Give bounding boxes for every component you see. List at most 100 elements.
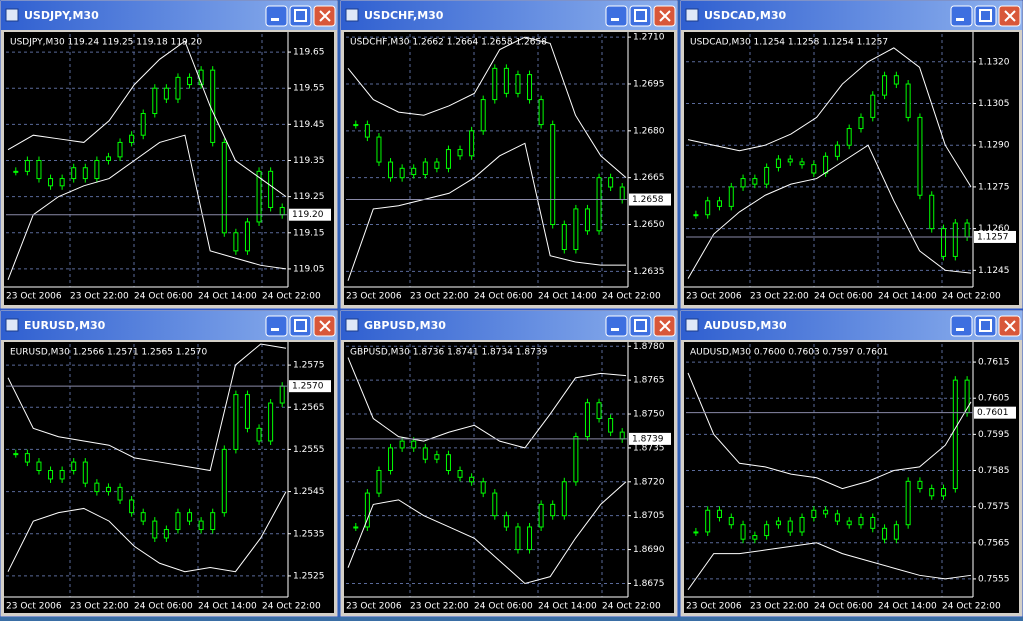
- maximize-button[interactable]: [974, 5, 997, 27]
- y-tick-label: 0.7575: [978, 502, 1010, 512]
- y-tick-label: 1.1305: [978, 99, 1010, 109]
- minimize-button[interactable]: [605, 5, 628, 27]
- window-title: USDCHF,M30: [364, 9, 444, 22]
- candle: [117, 141, 123, 158]
- candle: [71, 461, 77, 471]
- y-tick-label: 1.2680: [633, 126, 665, 136]
- candle: [268, 170, 274, 208]
- candle: [480, 99, 486, 132]
- candle: [527, 526, 533, 551]
- candle: [445, 454, 451, 471]
- x-tick-label: 24 Oct 14:00: [878, 292, 937, 302]
- button-face: [605, 315, 628, 337]
- candle: [59, 470, 65, 480]
- x-tick-label: 24 Oct 14:00: [878, 602, 937, 612]
- close-button[interactable]: [653, 5, 676, 27]
- band-line: [347, 357, 627, 449]
- minimize-button[interactable]: [265, 315, 288, 337]
- minimize-button[interactable]: [265, 5, 288, 27]
- button-glyph: [956, 328, 964, 331]
- maximize-button[interactable]: [629, 5, 652, 27]
- button-glyph: [979, 9, 992, 22]
- candle: [799, 161, 805, 166]
- chart-window: AUDUSD,M30 23 Oct 2006 23 Oct 22:00 24 Oct …: [679, 309, 1023, 618]
- candle: [422, 161, 428, 176]
- candle: [492, 492, 498, 517]
- x-tick-label: 23 Oct 2006: [6, 292, 62, 302]
- button-glyph: [1004, 10, 1016, 22]
- candle: [233, 394, 239, 450]
- button-glyph: [611, 328, 619, 331]
- candle: [152, 87, 158, 115]
- candle: [210, 512, 216, 531]
- x-tick-label: 24 Oct 14:00: [198, 292, 257, 302]
- x-tick-label: 24 Oct 22:00: [262, 602, 321, 612]
- candle: [105, 486, 111, 493]
- candle: [752, 535, 758, 540]
- window-title: EURUSD,M30: [24, 319, 106, 332]
- band-line: [347, 481, 627, 584]
- y-tick-label: 119.45: [293, 120, 325, 130]
- y-tick-label: 0.7595: [978, 430, 1010, 440]
- button-glyph: [634, 9, 647, 22]
- candle: [24, 160, 30, 172]
- candle: [608, 418, 614, 433]
- window-icon: [5, 318, 19, 332]
- button-glyph: [271, 18, 279, 21]
- candle: [858, 116, 864, 130]
- candle: [952, 222, 958, 257]
- candle: [422, 447, 428, 460]
- chart-panel: [344, 342, 674, 613]
- close-button[interactable]: [998, 315, 1021, 337]
- candle: [775, 520, 781, 526]
- candle: [198, 520, 204, 531]
- y-tick-label: 1.2575: [293, 361, 325, 371]
- candle: [728, 186, 734, 207]
- candle: [187, 76, 193, 86]
- candle: [917, 480, 923, 490]
- maximize-button[interactable]: [974, 315, 997, 337]
- minimize-button[interactable]: [950, 315, 973, 337]
- last-price-label: 1.2658: [632, 195, 664, 205]
- candle: [82, 167, 88, 180]
- candle: [858, 516, 864, 526]
- maximize-button[interactable]: [289, 315, 312, 337]
- candle: [376, 470, 382, 494]
- candle: [36, 461, 42, 471]
- minimize-button[interactable]: [605, 315, 628, 337]
- candle: [893, 75, 899, 85]
- close-button[interactable]: [313, 315, 336, 337]
- last-price-label: 119.20: [292, 210, 324, 220]
- close-button[interactable]: [998, 5, 1021, 27]
- candle: [882, 75, 888, 96]
- candle: [24, 453, 30, 463]
- x-tick-label: 24 Oct 06:00: [134, 292, 193, 302]
- y-tick-label: 1.1290: [978, 141, 1010, 151]
- candle: [411, 440, 417, 449]
- x-tick-label: 24 Oct 22:00: [262, 292, 321, 302]
- candle: [399, 440, 405, 449]
- candle: [129, 134, 135, 143]
- candle: [353, 124, 359, 127]
- candle: [728, 516, 734, 526]
- chart-panel: [684, 342, 1019, 613]
- candle: [13, 453, 19, 456]
- button-glyph: [979, 319, 992, 332]
- button-glyph: [319, 320, 331, 332]
- minimize-button[interactable]: [950, 5, 973, 27]
- candle: [469, 476, 475, 483]
- last-price-box: [974, 406, 1016, 419]
- maximize-button[interactable]: [629, 315, 652, 337]
- y-tick-label: 1.8780: [633, 342, 665, 352]
- candle: [740, 524, 746, 540]
- x-tick-label: 23 Oct 2006: [346, 602, 402, 612]
- candle: [870, 516, 876, 529]
- close-button[interactable]: [313, 5, 336, 27]
- maximize-button[interactable]: [289, 5, 312, 27]
- close-button[interactable]: [653, 315, 676, 337]
- candle: [538, 99, 544, 126]
- candle: [561, 481, 567, 517]
- y-tick-label: 119.25: [293, 192, 325, 202]
- candle: [59, 178, 65, 187]
